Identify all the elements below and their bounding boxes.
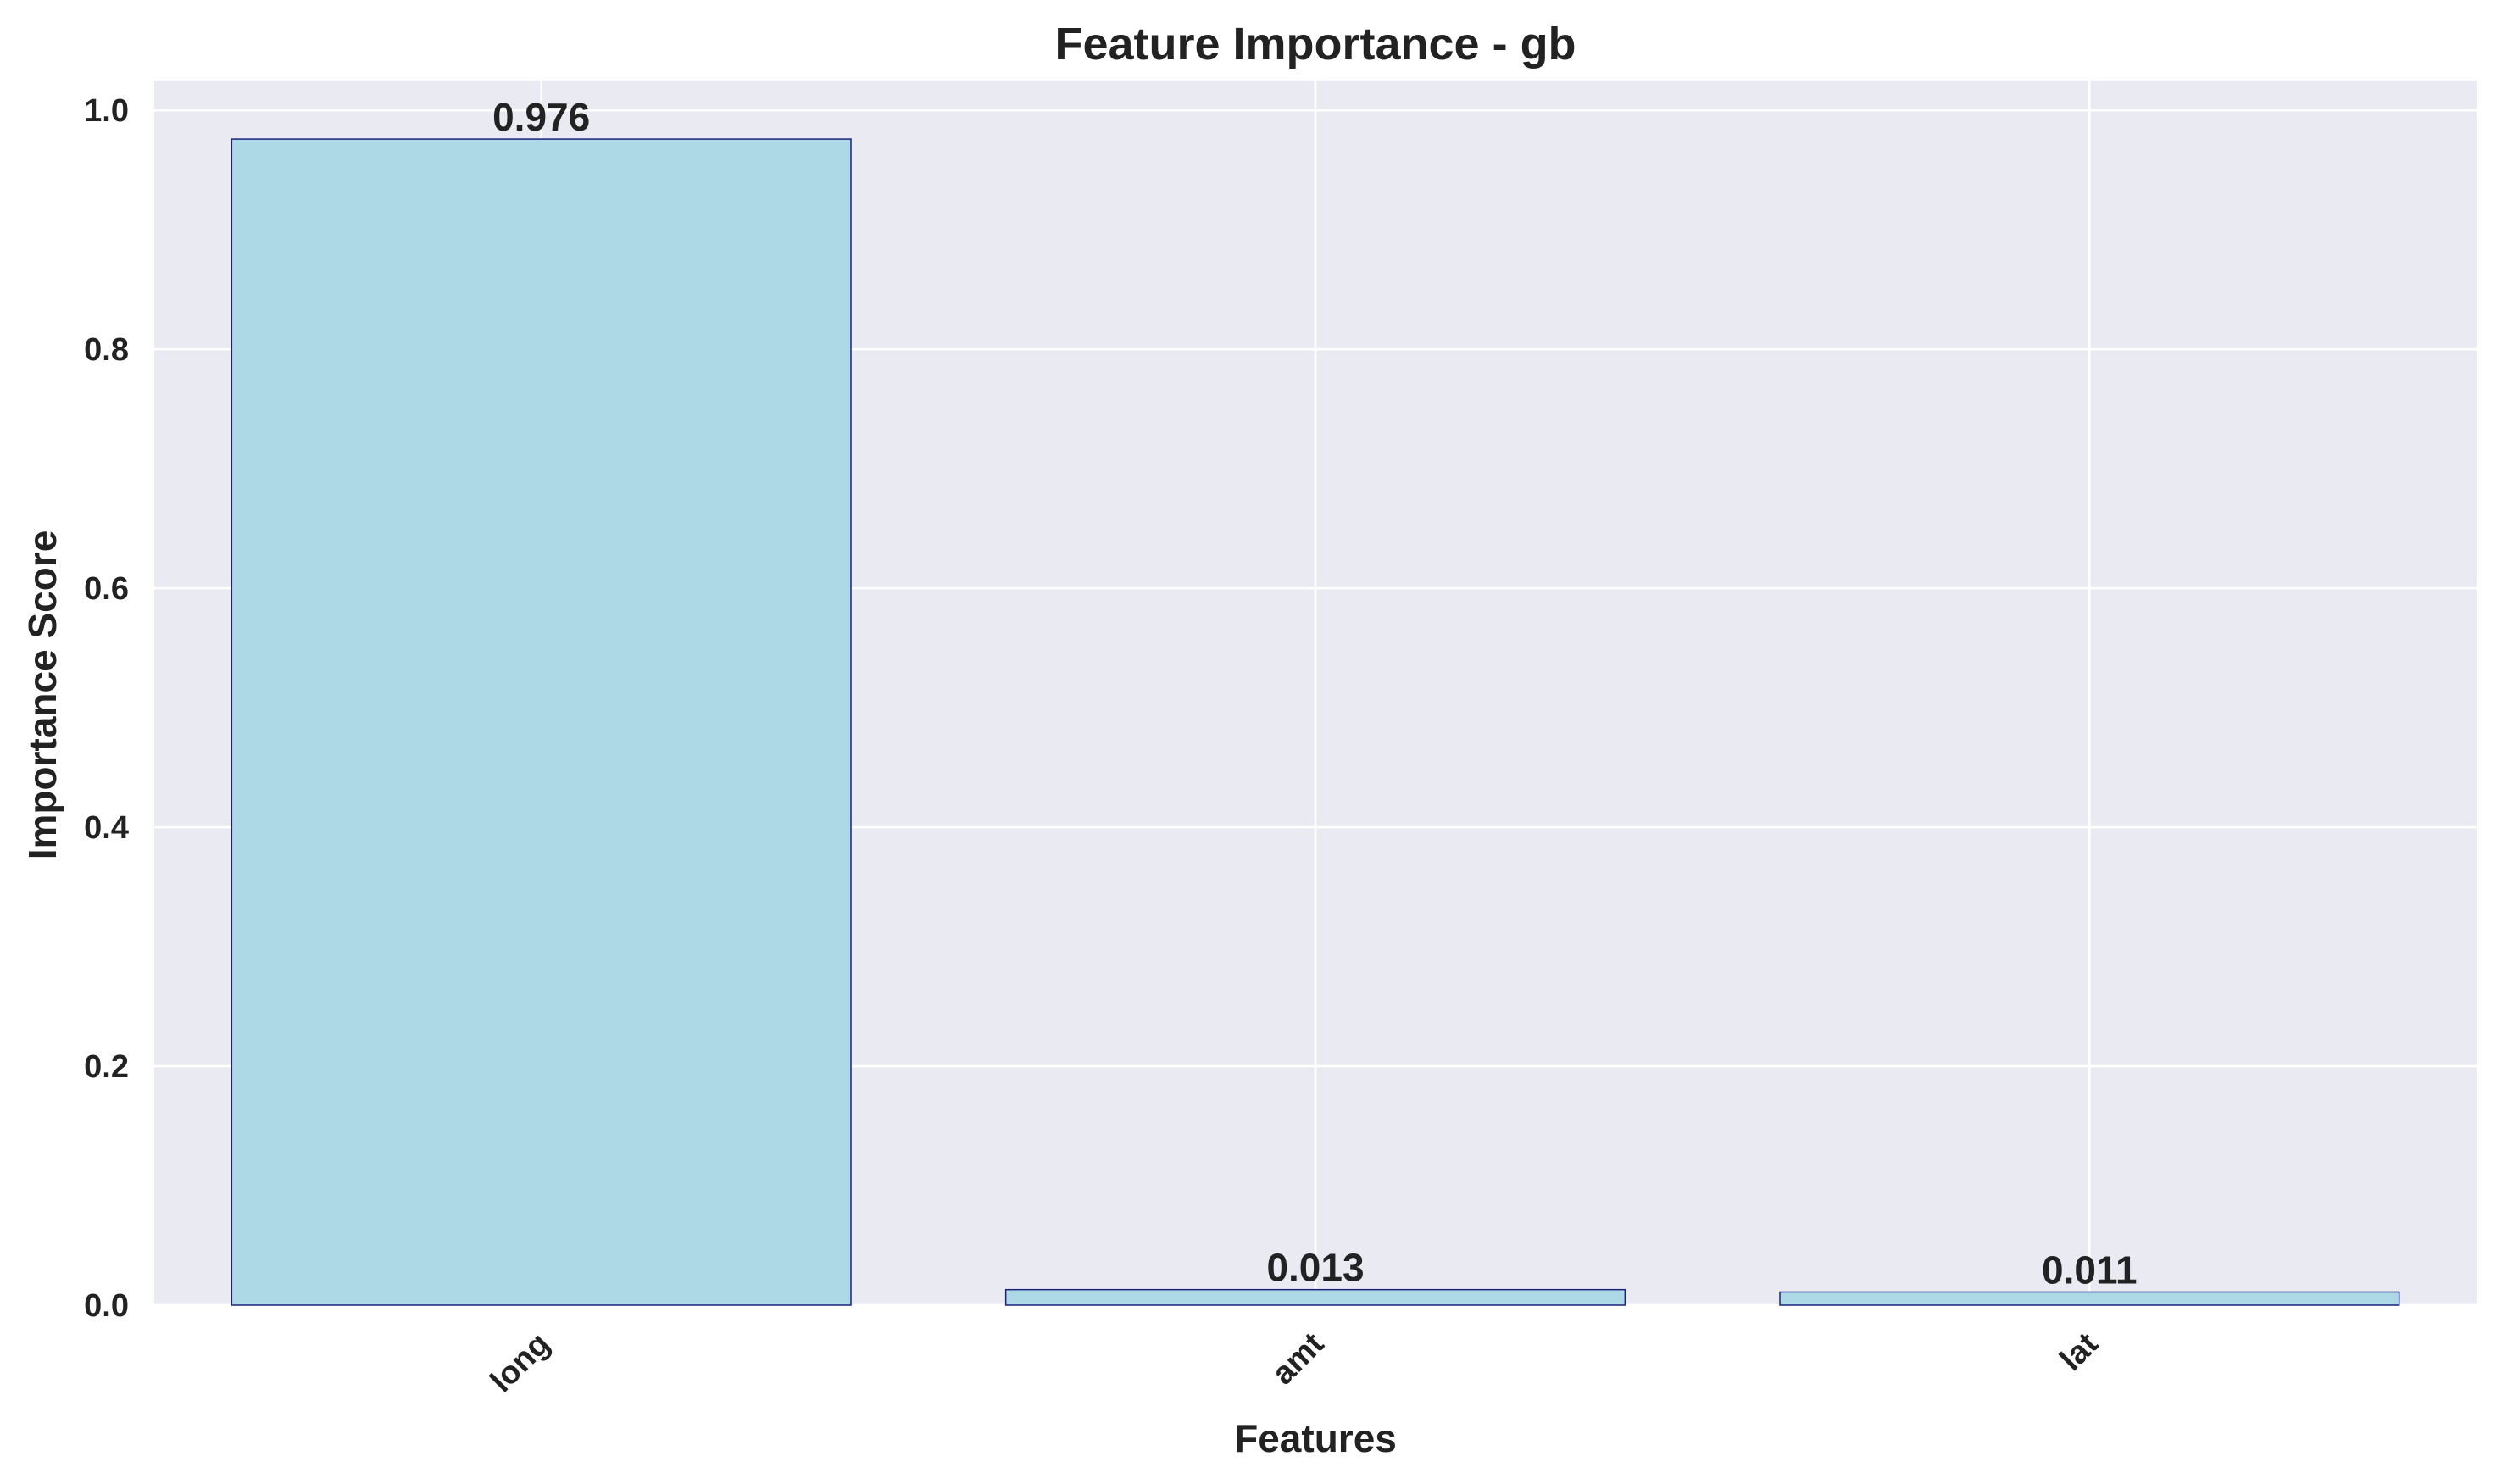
y-tick-label: 1.0 xyxy=(84,93,129,129)
value-labels: 0.976 0.013 0.011 xyxy=(492,95,2138,1292)
x-axis-ticks: long amt lat xyxy=(484,1326,2105,1399)
y-tick-label: 0.6 xyxy=(84,571,129,607)
y-tick-label: 0.8 xyxy=(84,332,129,368)
bar-long xyxy=(231,138,852,1306)
y-tick-label: 0.0 xyxy=(84,1288,129,1324)
y-axis-ticks: 0.0 0.2 0.4 0.6 0.8 1.0 xyxy=(84,93,129,1324)
x-tick-label-long: long xyxy=(484,1326,557,1399)
bar-lat xyxy=(1779,1291,2400,1306)
x-axis-label: Features xyxy=(1234,1416,1397,1460)
bars xyxy=(231,138,2400,1306)
value-label-lat: 0.011 xyxy=(2042,1248,2138,1292)
chart-title: Feature Importance - gb xyxy=(1054,19,1576,69)
value-label-amt: 0.013 xyxy=(1266,1246,1364,1290)
bar-amt xyxy=(1004,1288,1626,1306)
x-tick-label-lat: lat xyxy=(2054,1326,2105,1377)
value-label-long: 0.976 xyxy=(492,95,590,139)
y-tick-label: 0.4 xyxy=(84,810,129,846)
y-tick-label: 0.2 xyxy=(84,1049,129,1085)
x-tick-label-amt: amt xyxy=(1265,1326,1332,1392)
y-axis-label: Importance Score xyxy=(20,531,64,860)
